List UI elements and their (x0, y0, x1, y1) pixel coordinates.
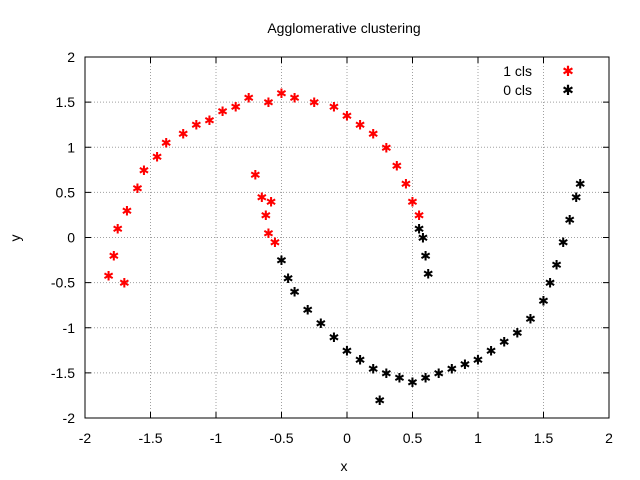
data-point: ✱ (486, 344, 497, 359)
series-0-cls: ✱✱✱✱✱✱✱✱✱ ✱ ✱ ✱ ✱ ✱ ✱ ✱ ✱✱✱✱✱✱✱✱✱✱✱✱✱✱✱✱✱ (276, 177, 586, 409)
y-tick-label: 1 (67, 139, 75, 155)
data-point: ✱ (558, 236, 569, 251)
data-point: ✱ (309, 96, 320, 111)
x-tick-label: -0.5 (269, 430, 293, 446)
data-point: ✱ (355, 353, 366, 368)
legend-marker-0-cls: ✱ (562, 83, 574, 99)
data-point: ✱ (132, 182, 143, 197)
data-point: ✱ (423, 268, 434, 283)
data-point: ✱ (342, 344, 353, 359)
data-point: ✱ (204, 114, 215, 129)
data-point: ✱ (263, 96, 274, 111)
data-point: ✱ (499, 335, 510, 350)
series-1-cls: ✱✱✱✱✱✱✱✱✱✱✱ ✱✱ ✱✱ ✱✱ ✱ ✱ ✱✱✱✱✱✱✱✱✱✱✱✱✱✱✱ (103, 87, 424, 292)
data-point: ✱ (302, 304, 313, 319)
data-point: ✱ (276, 254, 287, 269)
axis-ticks: -2 -1.5 -1 -0.5 0 0.5 1 1.5 2 -2 -1.5 -1 -0.5 0 0.5 1 1.… (51, 49, 613, 446)
data-point: ✱ (289, 286, 300, 301)
data-point: ✱ (374, 394, 385, 409)
x-tick-label: -1.5 (138, 430, 162, 446)
chart-title: Agglomerative clustering (267, 20, 420, 36)
data-point: ✱ (473, 353, 484, 368)
data-point: ✱ (263, 227, 274, 242)
data-point: ✱ (446, 362, 457, 377)
data-point: ✱ (289, 92, 300, 107)
data-point: ✱ (256, 191, 267, 206)
x-tick-label: 0 (343, 430, 351, 446)
data-point: ✱ (250, 168, 261, 183)
y-tick-label: 1.5 (56, 94, 76, 110)
data-point: ✱ (269, 236, 280, 251)
legend: 1 cls ✱ 0 cls ✱ (503, 63, 574, 99)
data-point: ✱ (355, 119, 366, 134)
data-point: ✱ (342, 110, 353, 125)
data-point: ✱ (545, 277, 556, 292)
y-tick-label: 0 (67, 230, 75, 246)
data-point: ✱ (564, 213, 575, 228)
data-point: ✱ (368, 362, 379, 377)
data-point: ✱ (161, 137, 172, 152)
data-point: ✱ (112, 222, 123, 237)
data-point: ✱ (420, 250, 431, 265)
x-tick-label: 2 (605, 430, 613, 446)
data-point: ✱ (414, 209, 425, 224)
y-tick-label: -1.5 (51, 365, 75, 381)
data-point: ✱ (276, 87, 287, 102)
data-point: ✱ (191, 119, 202, 134)
data-point: ✱ (315, 317, 326, 332)
data-point: ✱ (433, 367, 444, 382)
data-point: ✱ (459, 358, 470, 373)
data-point: ✱ (283, 272, 294, 287)
data-point: ✱ (391, 159, 402, 174)
y-tick-label: -1 (63, 320, 76, 336)
data-point: ✱ (260, 209, 271, 224)
data-point: ✱ (381, 367, 392, 382)
data-points: ✱✱✱✱✱✱✱✱✱✱✱ ✱✱ ✱✱ ✱✱ ✱ ✱ ✱✱✱✱✱✱✱✱✱✱✱✱✱✱✱✱✱✱✱✱✱… (103, 87, 586, 409)
y-axis-label: y (7, 235, 23, 242)
data-point: ✱ (230, 101, 241, 116)
x-axis-label: x (341, 458, 348, 474)
data-point: ✱ (152, 150, 163, 165)
data-point: ✱ (217, 105, 228, 120)
x-tick-label: 1 (474, 430, 482, 446)
data-point: ✱ (381, 141, 392, 156)
legend-label-1-cls: 1 cls (503, 63, 532, 79)
data-point: ✱ (418, 232, 429, 247)
data-point: ✱ (138, 164, 149, 179)
data-point: ✱ (525, 313, 536, 328)
x-tick-label: -1 (210, 430, 223, 446)
data-point: ✱ (414, 222, 425, 237)
data-point: ✱ (368, 128, 379, 143)
data-point: ✱ (407, 376, 418, 391)
data-point: ✱ (103, 269, 114, 284)
y-tick-label: 0.5 (56, 184, 76, 200)
data-point: ✱ (420, 371, 431, 386)
data-point: ✱ (538, 295, 549, 310)
data-point: ✱ (328, 331, 339, 346)
x-tick-label: -2 (79, 430, 92, 446)
data-point: ✱ (243, 92, 254, 107)
data-point: ✱ (575, 177, 586, 192)
data-point: ✱ (266, 195, 277, 210)
data-point: ✱ (394, 371, 405, 386)
y-tick-label: 2 (67, 49, 75, 65)
y-tick-label: -2 (63, 410, 76, 426)
x-tick-label: 0.5 (403, 430, 423, 446)
y-tick-label: -0.5 (51, 275, 75, 291)
data-point: ✱ (121, 204, 132, 219)
data-point: ✱ (400, 177, 411, 192)
data-point: ✱ (407, 195, 418, 210)
data-point: ✱ (512, 326, 523, 341)
data-point: ✱ (108, 250, 119, 265)
data-point: ✱ (571, 191, 582, 206)
data-point: ✱ (119, 277, 130, 292)
x-tick-label: 1.5 (534, 430, 554, 446)
data-point: ✱ (328, 101, 339, 116)
data-point: ✱ (551, 259, 562, 274)
data-point: ✱ (178, 128, 189, 143)
legend-marker-1-cls: ✱ (562, 64, 574, 80)
legend-label-0-cls: 0 cls (503, 82, 532, 98)
